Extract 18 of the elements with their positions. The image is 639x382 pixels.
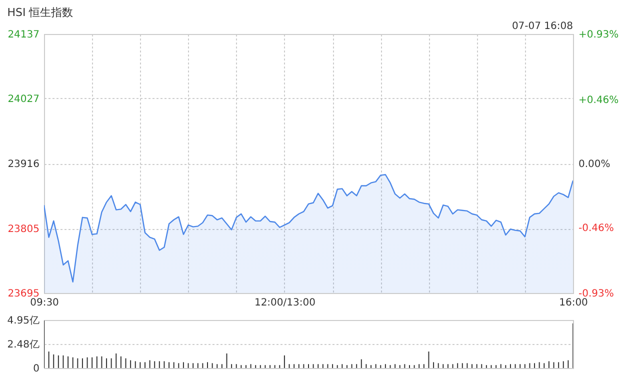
- y2-tick-label: 0.00%: [578, 159, 610, 170]
- y2-tick-label: -0.46%: [578, 223, 614, 234]
- y-tick-label: 23805: [8, 224, 40, 236]
- x-tick-label: 16:00: [559, 298, 588, 308]
- y-tick-label: 0: [33, 364, 40, 374]
- y-tick-label: 23695: [8, 288, 40, 300]
- x-tick-label: 09:30: [30, 298, 59, 308]
- y2-tick-label: -0.93%: [578, 288, 614, 300]
- y2-tick-label: +0.46%: [578, 94, 619, 106]
- y-tick-label: 24137: [8, 30, 40, 40]
- y-tick-label: 24027: [8, 94, 40, 105]
- text: 07-07 16:08: [512, 21, 573, 32]
- x-tick-label: 12:00/13:00: [254, 298, 316, 308]
- y-tick-label: 23916: [8, 159, 40, 170]
- y-tick-label: 4.95亿: [7, 316, 40, 326]
- y2-tick-label: +0.93%: [578, 30, 619, 40]
- chart-title: HSI 恒生指数: [7, 6, 74, 19]
- y-tick-label: 2.48亿: [7, 339, 40, 350]
